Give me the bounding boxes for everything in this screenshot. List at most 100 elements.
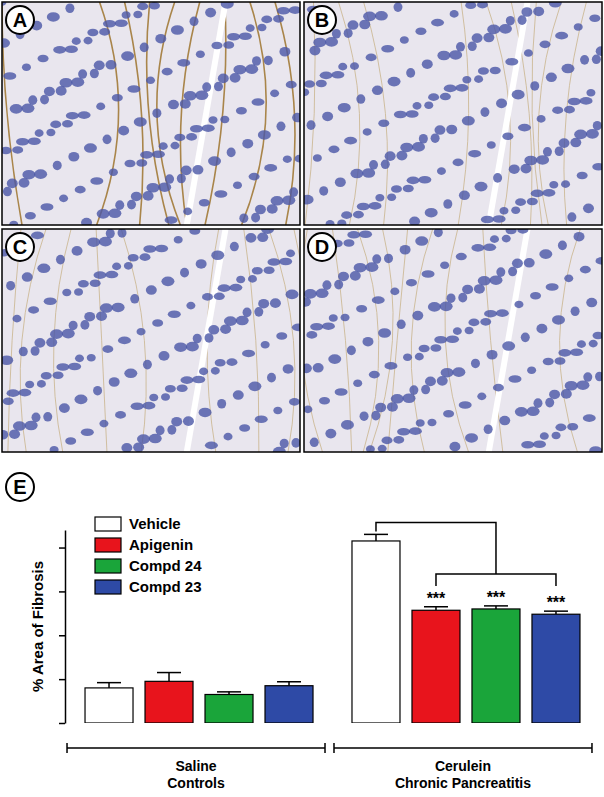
nucleus xyxy=(41,372,52,380)
nucleus xyxy=(18,389,31,397)
nucleus xyxy=(3,187,12,197)
nucleus xyxy=(385,151,396,161)
nucleus xyxy=(87,237,100,247)
y-tick xyxy=(59,723,65,724)
nucleus xyxy=(338,272,349,282)
nucleus xyxy=(10,104,23,114)
nucleus xyxy=(249,173,260,181)
nucleus xyxy=(295,155,300,163)
nucleus xyxy=(226,358,237,366)
nucleus xyxy=(381,45,394,53)
nucleus xyxy=(322,112,333,122)
nucleus xyxy=(350,62,359,70)
nucleus xyxy=(252,56,261,66)
fiber xyxy=(411,229,433,452)
nucleus xyxy=(152,150,165,158)
nucleus xyxy=(434,125,445,135)
nucleus xyxy=(289,187,298,197)
nucleus xyxy=(37,264,50,274)
nucleus xyxy=(583,204,594,214)
micrograph xyxy=(2,2,300,225)
nucleus xyxy=(362,337,373,347)
nucleus xyxy=(115,19,128,27)
nucleus xyxy=(22,272,33,282)
nucleus xyxy=(540,432,549,440)
nucleus xyxy=(341,314,350,322)
nucleus xyxy=(446,125,457,135)
nucleus xyxy=(427,419,436,427)
nucleus xyxy=(136,159,147,167)
nucleus xyxy=(489,275,502,285)
nucleus xyxy=(74,395,87,405)
nucleus xyxy=(214,190,227,198)
nucleus xyxy=(22,63,31,71)
nucleus xyxy=(124,368,137,378)
nucleus xyxy=(555,32,568,40)
nucleus xyxy=(586,129,599,139)
nucleus xyxy=(357,203,370,211)
nucleus xyxy=(112,94,123,102)
nucleus xyxy=(320,72,333,80)
nucleus xyxy=(449,442,460,452)
nucleus xyxy=(292,324,300,332)
nucleus xyxy=(217,399,226,409)
nucleus xyxy=(499,24,512,34)
nucleus xyxy=(59,195,68,203)
nucleus xyxy=(258,130,271,140)
nucleus xyxy=(146,285,157,295)
nucleus xyxy=(512,259,523,269)
panel-frame xyxy=(304,2,602,225)
nucleus xyxy=(542,189,555,197)
nucleus xyxy=(192,376,205,384)
nucleus xyxy=(56,363,69,371)
nucleus xyxy=(369,160,378,170)
nucleus xyxy=(322,280,331,290)
y-axis-line xyxy=(65,531,67,724)
legend-swatch xyxy=(95,517,121,531)
nucleus xyxy=(304,88,309,96)
nucleus xyxy=(561,180,570,188)
nucleus xyxy=(155,245,168,253)
nucleus xyxy=(537,115,546,123)
nucleus xyxy=(218,284,231,292)
nucleus xyxy=(356,305,367,313)
nucleus xyxy=(304,289,317,299)
nucleus xyxy=(124,262,133,270)
nucleus xyxy=(43,412,52,422)
nucleus xyxy=(521,333,530,343)
y-tick xyxy=(59,591,65,592)
nucleus xyxy=(502,132,513,140)
fiber xyxy=(445,229,469,452)
nucleus xyxy=(159,142,168,150)
nucleus xyxy=(170,142,179,150)
bar xyxy=(532,614,580,723)
panel-label: A xyxy=(13,9,27,31)
nucleus xyxy=(97,209,110,219)
nucleus xyxy=(286,290,299,300)
nucleus xyxy=(412,142,425,152)
nucleus xyxy=(208,156,221,166)
nucleus xyxy=(400,36,409,44)
nucleus xyxy=(428,302,441,312)
significance: ********* xyxy=(376,522,566,611)
nucleus xyxy=(186,302,195,310)
nucleus xyxy=(434,336,447,344)
legend-swatch xyxy=(95,538,121,552)
nucleus xyxy=(214,82,223,92)
nucleus xyxy=(359,230,372,238)
micrograph-panel: B xyxy=(300,0,604,228)
nucleus xyxy=(202,82,211,92)
nucleus xyxy=(561,389,572,399)
nucleus xyxy=(403,393,416,403)
nucleus xyxy=(246,24,255,32)
nucleus xyxy=(84,312,95,322)
nucleus xyxy=(344,137,357,145)
nucleus xyxy=(161,393,170,401)
nucleus xyxy=(56,255,65,265)
nucleus xyxy=(220,116,229,124)
nucleus xyxy=(366,445,375,452)
nucleus xyxy=(174,134,185,142)
nucleus xyxy=(273,447,286,452)
nucleus xyxy=(84,143,97,153)
micrograph-panel: A xyxy=(0,0,304,228)
